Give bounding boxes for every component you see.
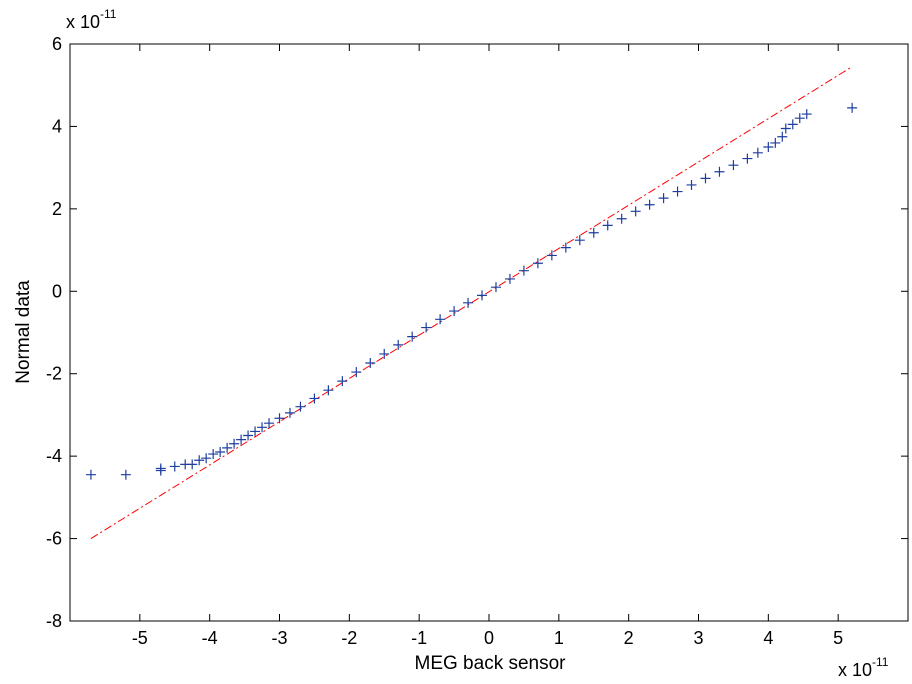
data-point — [85, 469, 96, 480]
data-point — [155, 463, 166, 474]
y-tick-label: -8 — [46, 611, 62, 631]
x-tick-label: -5 — [132, 628, 148, 648]
data-point — [421, 322, 432, 333]
data-point — [463, 297, 474, 308]
x-tick-label: 3 — [693, 628, 703, 648]
data-point — [700, 173, 711, 184]
data-point — [194, 455, 205, 466]
reference-line — [90, 66, 853, 539]
y-axis-exponent: x 10-11 — [66, 7, 117, 32]
data-point — [257, 422, 268, 433]
data-point — [264, 418, 275, 429]
data-point — [337, 376, 348, 387]
data-point — [243, 430, 254, 441]
data-point — [630, 206, 641, 217]
y-exponent-power: -11 — [100, 7, 117, 21]
y-tick-label: -2 — [46, 364, 62, 384]
data-point — [365, 357, 376, 368]
x-exponent-base: x 10 — [838, 660, 872, 680]
data-point — [222, 442, 233, 453]
x-tick-label: -2 — [341, 628, 357, 648]
x-tick-label: 4 — [763, 628, 773, 648]
y-axis-label: Normal data — [13, 280, 34, 384]
data-point — [295, 401, 306, 412]
x-axis-label: MEG back sensor — [415, 653, 567, 674]
x-exponent-power: -11 — [872, 655, 889, 669]
data-point — [787, 119, 798, 130]
data-point — [284, 407, 295, 418]
reference-line-group — [90, 66, 853, 539]
data-point — [801, 109, 812, 120]
data-point — [532, 258, 543, 269]
x-axis-ticks: -5 -4 -3 -2 -1 0 1 2 3 4 5 — [132, 44, 843, 648]
data-point — [588, 227, 599, 238]
data-point — [794, 113, 805, 124]
data-markers — [85, 102, 858, 480]
data-point — [752, 147, 763, 158]
y-tick-label: 2 — [52, 199, 62, 219]
x-tick-label: 0 — [484, 628, 494, 648]
data-point — [309, 393, 320, 404]
data-point — [379, 348, 390, 359]
x-tick-label: -4 — [202, 628, 218, 648]
y-tick-label: -4 — [46, 446, 62, 466]
data-point — [477, 290, 488, 301]
x-tick-label: -1 — [411, 628, 427, 648]
data-point — [780, 123, 791, 134]
data-point — [351, 367, 362, 378]
data-point — [518, 265, 529, 276]
data-point — [644, 199, 655, 210]
data-point — [574, 235, 585, 246]
data-point — [770, 137, 781, 148]
data-point — [169, 461, 180, 472]
y-tick-label: 6 — [52, 34, 62, 54]
data-point — [449, 306, 460, 317]
data-point — [274, 413, 285, 424]
x-tick-label: -3 — [271, 628, 287, 648]
data-point — [602, 220, 613, 231]
x-tick-label: 5 — [833, 628, 843, 648]
data-point — [393, 339, 404, 350]
data-point — [728, 160, 739, 171]
x-tick-label: 1 — [554, 628, 564, 648]
data-point — [229, 438, 240, 449]
x-tick-label: 2 — [624, 628, 634, 648]
data-point — [120, 469, 131, 480]
data-point — [742, 153, 753, 164]
y-tick-label: 4 — [52, 116, 62, 136]
data-point — [763, 142, 774, 153]
x-axis-exponent: x 10-11 — [838, 655, 889, 680]
data-point — [490, 282, 501, 293]
data-point — [435, 314, 446, 325]
data-point — [546, 250, 557, 261]
data-point — [201, 453, 212, 464]
data-point — [847, 102, 858, 113]
data-point — [686, 179, 697, 190]
data-point — [658, 193, 669, 204]
data-point — [215, 447, 226, 458]
plot-area — [69, 43, 909, 622]
data-point — [323, 385, 334, 396]
y-axis-ticks: -8 -6 -4 -2 0 2 4 6 — [46, 34, 908, 631]
data-point — [407, 331, 418, 342]
y-exponent-base: x 10 — [66, 12, 100, 32]
data-point — [208, 449, 219, 460]
data-point — [236, 434, 247, 445]
data-point — [504, 273, 515, 284]
y-tick-label: -6 — [46, 529, 62, 549]
data-point — [672, 186, 683, 197]
y-tick-label: 0 — [52, 281, 62, 301]
data-point — [250, 426, 261, 437]
data-point — [560, 242, 571, 253]
data-point — [714, 166, 725, 177]
data-point — [777, 131, 788, 142]
data-point — [187, 459, 198, 470]
data-point — [616, 213, 627, 224]
